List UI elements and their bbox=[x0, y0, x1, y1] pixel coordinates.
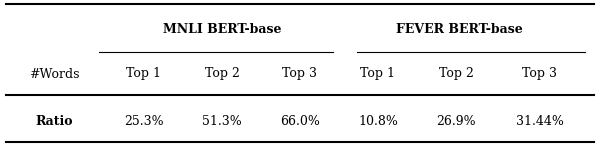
Text: #Words: #Words bbox=[29, 67, 79, 81]
Text: 51.3%: 51.3% bbox=[202, 115, 242, 128]
Text: Top 1: Top 1 bbox=[361, 67, 395, 81]
Text: FEVER BERT-base: FEVER BERT-base bbox=[395, 23, 523, 36]
Text: 10.8%: 10.8% bbox=[358, 115, 398, 128]
Text: Top 3: Top 3 bbox=[283, 67, 317, 81]
Text: Ratio: Ratio bbox=[35, 115, 73, 128]
Text: 66.0%: 66.0% bbox=[280, 115, 320, 128]
Text: Top 3: Top 3 bbox=[523, 67, 557, 81]
Text: Top 1: Top 1 bbox=[127, 67, 161, 81]
Text: Top 2: Top 2 bbox=[205, 67, 239, 81]
Text: 26.9%: 26.9% bbox=[436, 115, 476, 128]
Text: Top 2: Top 2 bbox=[439, 67, 473, 81]
Text: 25.3%: 25.3% bbox=[124, 115, 164, 128]
Text: MNLI BERT-base: MNLI BERT-base bbox=[163, 23, 281, 36]
Text: 31.44%: 31.44% bbox=[516, 115, 564, 128]
